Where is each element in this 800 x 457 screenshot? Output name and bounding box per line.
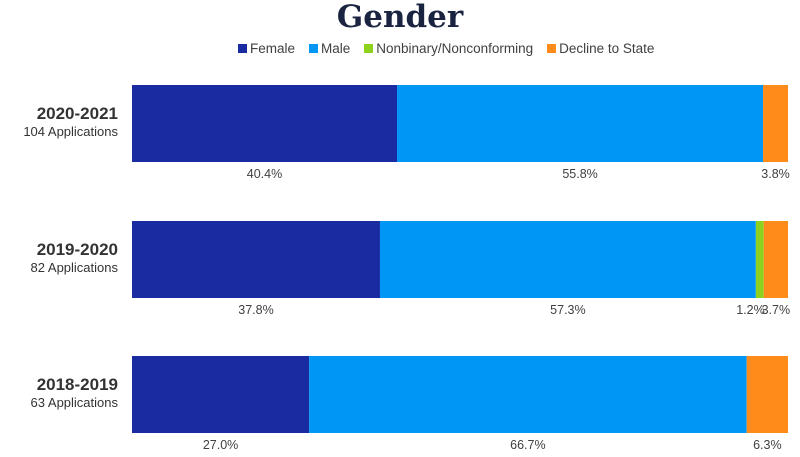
legend-label: Nonbinary/Nonconforming: [376, 41, 534, 56]
legend-swatch: [238, 44, 247, 53]
data-label: 57.3%: [550, 303, 585, 317]
row-label: 2020-2021 104 Applications: [0, 104, 118, 140]
legend-swatch: [309, 44, 319, 53]
category-label: 2020-2021: [36, 103, 118, 123]
legend-label: Decline to State: [559, 41, 655, 56]
legend-swatch: [547, 44, 557, 53]
legend-item-1: Male: [309, 41, 350, 56]
row-label: 2018-2019 63 Applications: [0, 375, 118, 411]
data-label: 3.8%: [761, 167, 790, 181]
bar-2020-2021-male: [397, 85, 764, 162]
legend-label: Male: [321, 41, 351, 56]
bar-2018-2019-male: [309, 356, 747, 433]
data-label: 3.7%: [762, 303, 791, 317]
chart-title: Gender: [336, 0, 464, 35]
data-label: 6.3%: [753, 438, 782, 452]
legend-label: Female: [250, 41, 296, 56]
legend-item-0: Female: [238, 41, 295, 56]
data-label: 1.2%: [736, 303, 765, 317]
category-subtitle: 104 Applications: [23, 123, 118, 139]
data-label: 40.4%: [247, 167, 282, 181]
category-subtitle: 82 Applications: [30, 259, 118, 275]
bar-2019-2020-female: [132, 221, 380, 298]
category-label: 2018-2019: [36, 374, 118, 394]
category-label: 2019-2020: [36, 239, 118, 259]
data-label: 37.8%: [238, 303, 273, 317]
legend: Female Male Nonbinary/Nonconforming Decline…: [238, 41, 654, 56]
legend-swatch: [364, 44, 374, 53]
data-label: 66.7%: [510, 438, 545, 452]
bar-2019-2020-nonbinary-nonconforming: [755, 221, 764, 298]
category-subtitle: 63 Applications: [30, 394, 118, 410]
bar-2019-2020-male: [379, 221, 756, 298]
row-label: 2019-2020 82 Applications: [0, 240, 118, 276]
legend-item-2: Nonbinary/Nonconforming: [364, 41, 533, 56]
data-label: 55.8%: [562, 167, 597, 181]
bar-2020-2021-female: [132, 85, 398, 162]
bar-2020-2021-decline-to-state: [763, 85, 788, 162]
bar-2018-2019-female: [132, 356, 310, 433]
bar-2019-2020-decline-to-state: [763, 221, 788, 298]
legend-item-3: Decline to State: [547, 41, 654, 56]
data-label: 27.0%: [203, 438, 238, 452]
bar-2018-2019-decline-to-state: [746, 356, 788, 433]
